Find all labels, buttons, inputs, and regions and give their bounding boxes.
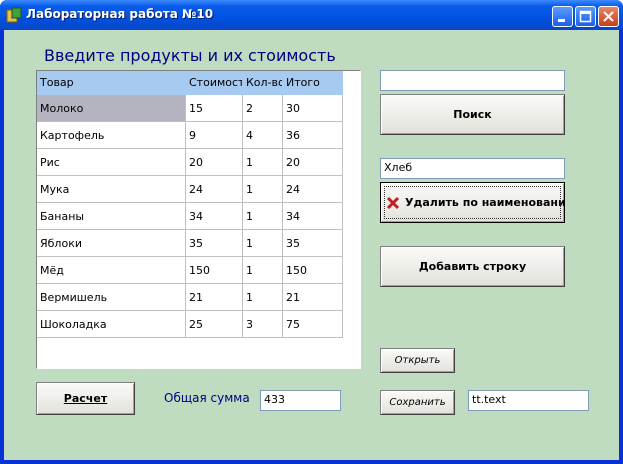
column-header[interactable]: Итого [283, 71, 343, 95]
table-cell[interactable]: Рис [37, 149, 186, 176]
table-cell[interactable]: 15 [186, 95, 243, 122]
table-cell[interactable]: 1 [243, 257, 283, 284]
total-label: Общая сумма [164, 391, 250, 405]
search-button[interactable]: Поиск [380, 94, 565, 135]
table-cell[interactable]: Бананы [37, 203, 186, 230]
table-cell[interactable]: 9 [186, 122, 243, 149]
table-cell[interactable]: Вермишель [37, 284, 186, 311]
table-cell[interactable]: Яблоки [37, 230, 186, 257]
table-cell[interactable]: 75 [283, 311, 343, 338]
table-cell[interactable]: 20 [283, 149, 343, 176]
table-cell[interactable]: 4 [243, 122, 283, 149]
table-cell[interactable]: 35 [283, 230, 343, 257]
table-cell[interactable]: 30 [283, 95, 343, 122]
table-cell[interactable]: 1 [243, 149, 283, 176]
table-cell[interactable]: Шоколадка [37, 311, 186, 338]
minimize-button[interactable] [552, 6, 573, 27]
column-header[interactable]: Кол-во [243, 71, 283, 95]
table-cell[interactable]: 34 [186, 203, 243, 230]
column-header[interactable]: Стоимость [186, 71, 243, 95]
table-cell[interactable]: 20 [186, 149, 243, 176]
table-cell[interactable]: 36 [283, 122, 343, 149]
table-cell[interactable]: Мука [37, 176, 186, 203]
heading: Введите продукты и их стоимость [44, 46, 336, 65]
app-icon [6, 7, 22, 23]
table-cell[interactable]: 150 [283, 257, 343, 284]
table-cell[interactable]: Мёд [37, 257, 186, 284]
table-cell[interactable]: Картофель [37, 122, 186, 149]
close-button[interactable] [598, 6, 619, 27]
table-cell[interactable]: 3 [243, 311, 283, 338]
table-cell[interactable]: 1 [243, 284, 283, 311]
column-header[interactable]: Товар [37, 71, 186, 95]
maximize-button[interactable] [575, 6, 596, 27]
table-cell[interactable]: 150 [186, 257, 243, 284]
table-cell[interactable]: 21 [186, 284, 243, 311]
table-cell[interactable]: 25 [186, 311, 243, 338]
delete-button[interactable]: Удалить по наименованию [380, 182, 565, 223]
table-cell[interactable]: 1 [243, 176, 283, 203]
name-input[interactable]: Хлеб [380, 158, 565, 179]
delete-button-label: Удалить по наименованию [405, 196, 565, 209]
table-cell[interactable]: Молоко [37, 95, 186, 122]
table-cell[interactable]: 24 [186, 176, 243, 203]
file-input[interactable]: tt.text [468, 390, 589, 411]
table-cell[interactable]: 35 [186, 230, 243, 257]
table-cell[interactable]: 1 [243, 230, 283, 257]
table-cell[interactable]: 2 [243, 95, 283, 122]
search-input[interactable] [380, 70, 565, 91]
table-cell[interactable]: 24 [283, 176, 343, 203]
total-input[interactable]: 433 [260, 390, 341, 411]
calc-button[interactable]: Расчет [36, 382, 135, 415]
open-button[interactable]: Открыть [380, 348, 455, 373]
add-row-button[interactable]: Добавить строку [380, 246, 565, 287]
title-bar: Лабораторная работа №10 [0, 0, 623, 30]
delete-icon [386, 196, 400, 209]
window-title: Лабораторная работа №10 [26, 7, 214, 21]
table-cell[interactable]: 1 [243, 203, 283, 230]
table-cell[interactable]: 34 [283, 203, 343, 230]
table-cell[interactable]: 21 [283, 284, 343, 311]
save-button[interactable]: Сохранить [380, 390, 455, 415]
